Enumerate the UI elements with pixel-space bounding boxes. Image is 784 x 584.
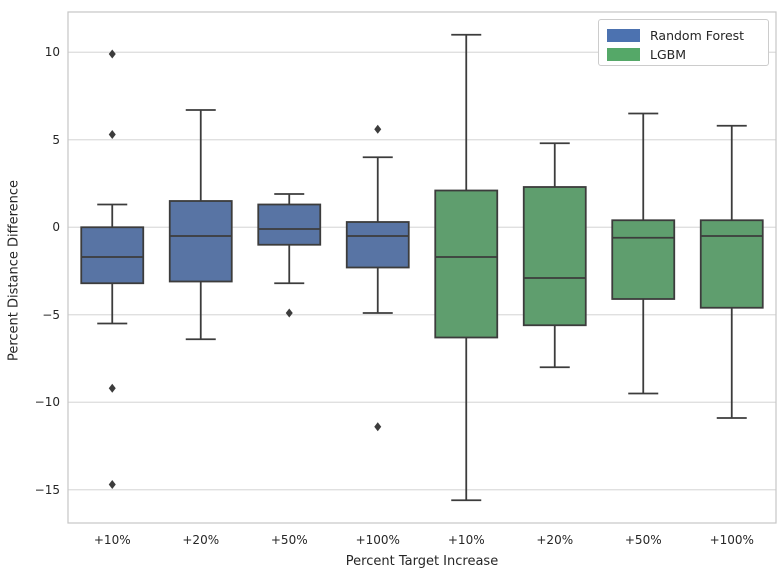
outlier-diamond (374, 124, 382, 134)
x-tick-label: +20% (182, 533, 220, 547)
outlier-diamond (108, 480, 116, 489)
x-tick-label: +10% (447, 533, 485, 547)
legend: Random Forest LGBM (598, 19, 769, 66)
y-tick-label: 5 (52, 132, 60, 147)
y-tick-label: 10 (44, 45, 60, 60)
outlier-diamond (374, 422, 382, 432)
box (699, 219, 764, 309)
outlier-diamond (108, 130, 116, 139)
outlier-diamond (108, 49, 116, 59)
x-tick-label: +100% (355, 533, 400, 547)
y-tick-label: −10 (34, 395, 60, 410)
x-tick-label: +20% (536, 533, 574, 547)
outlier-diamond (285, 308, 293, 318)
x-tick-label: +50% (270, 533, 308, 547)
legend-label-lgbm: LGBM (650, 46, 687, 62)
legend-entry-random-forest: Random Forest (607, 26, 760, 44)
box (257, 203, 322, 246)
outlier-diamond (108, 383, 116, 393)
x-axis-label: Percent Target Increase (345, 554, 499, 569)
x-tick-label: +10% (93, 533, 131, 547)
y-axis-label: Percent Distance Difference (6, 179, 22, 362)
legend-label-random-forest: Random Forest (650, 27, 745, 43)
y-tick-label: 0 (52, 220, 60, 235)
legend-swatch-lgbm (607, 47, 640, 61)
box (345, 221, 410, 269)
y-tick-label: −5 (42, 307, 60, 322)
y-tick-label: −15 (34, 482, 60, 497)
x-tick-label: +100% (709, 533, 754, 547)
plot-border (67, 11, 777, 524)
box (434, 189, 499, 339)
x-tick-label: +50% (624, 533, 662, 547)
legend-swatch-random-forest (607, 28, 640, 42)
legend-entry-lgbm: LGBM (607, 45, 760, 63)
box (80, 226, 145, 285)
box (611, 219, 676, 300)
box (522, 186, 587, 327)
box (168, 200, 233, 283)
